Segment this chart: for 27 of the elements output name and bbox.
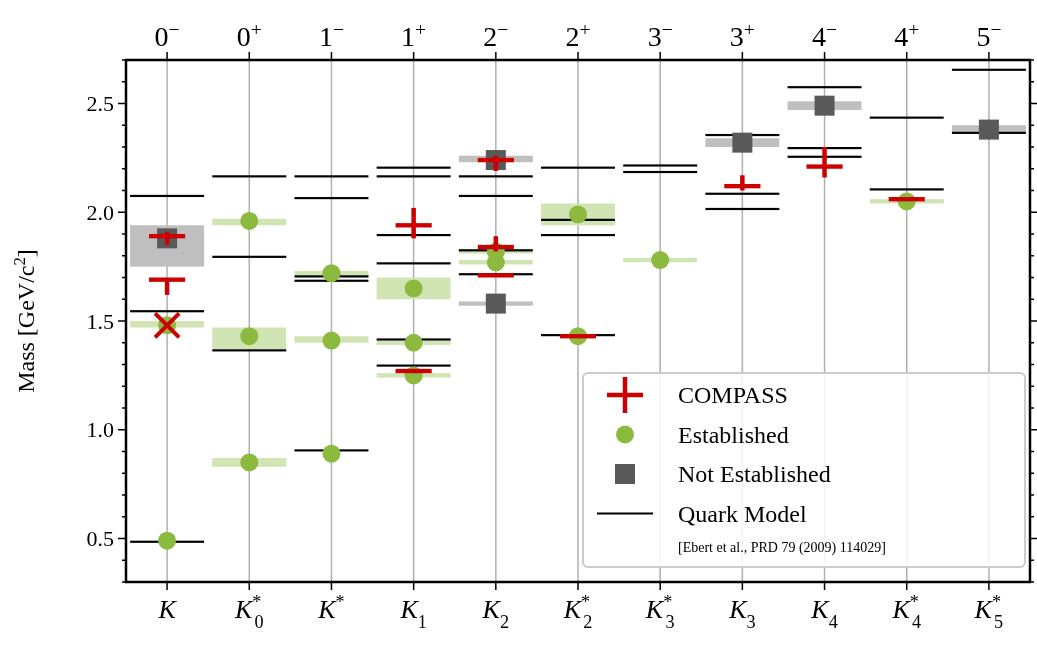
annotation: 0$^{+}$ xyxy=(236,18,262,52)
annotation: 0$^{−}$ xyxy=(154,18,180,52)
annotation: 4$^{−}$ xyxy=(812,18,838,52)
y-tick-label: 2.0 xyxy=(86,199,114,225)
x-tick-label: K$^{*}$ xyxy=(317,592,345,624)
annotation: 1$^{−}$ xyxy=(318,18,344,52)
legend-label: COMPASS xyxy=(678,382,788,409)
annotation: 4$^{+}$ xyxy=(894,18,920,52)
x-tick-label: K$_{3}$ xyxy=(728,595,756,632)
y-tick-label: 1.0 xyxy=(86,417,114,443)
legend-label: Not Established xyxy=(678,461,831,488)
x-tick-label: K$_{2}$ xyxy=(481,595,510,632)
annotation: 3$^{+}$ xyxy=(729,18,755,52)
y-tick-label: 2.5 xyxy=(86,91,114,117)
annotation: 2$^{−}$ xyxy=(483,18,509,52)
annotation: 2$^{+}$ xyxy=(565,18,591,52)
annotation: [Ebert et al., PRD 79 (2009) 114029] xyxy=(678,539,886,556)
x-tick-label: K$_{4}$ xyxy=(810,595,838,632)
legend-label: Established xyxy=(678,421,789,448)
annotation: 1$^{+}$ xyxy=(401,18,427,52)
annotation: 3$^{−}$ xyxy=(647,18,673,52)
y-tick-label: 1.5 xyxy=(86,308,114,334)
x-tick-label: K$_{1}$ xyxy=(399,595,427,632)
x-tick-label: K xyxy=(157,595,178,624)
legend-label: Quark Model xyxy=(678,500,807,527)
annotation: 5$^{−}$ xyxy=(976,18,1002,52)
y-tick-label: 0.5 xyxy=(86,526,114,552)
